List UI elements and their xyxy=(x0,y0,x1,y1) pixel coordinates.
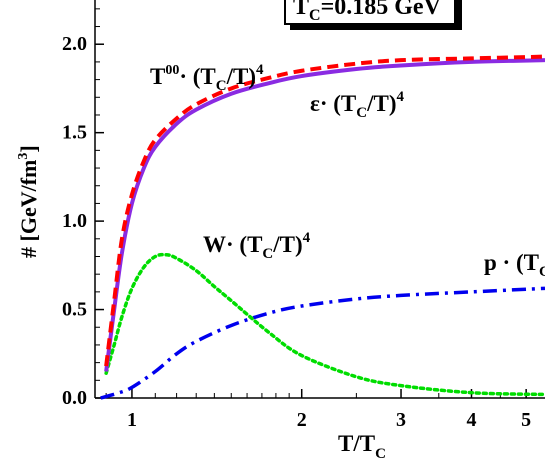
y-tick-label: 0.5 xyxy=(62,299,87,321)
series-line-t00 xyxy=(104,54,545,367)
t00-annotation: T00· (TC/T)4 xyxy=(150,62,264,94)
x-axis-title: T/TC xyxy=(338,431,386,462)
tc-box-label: TC=0.185 GeV xyxy=(293,0,442,24)
y-tick-label: 1.0 xyxy=(62,210,87,232)
x-tick-label: 4 xyxy=(466,409,476,431)
x-tick-label: 3 xyxy=(396,409,406,431)
y-tick-label: 0.0 xyxy=(62,387,87,409)
x-tick-label: 2 xyxy=(297,409,307,431)
y-axis-title: # [GeV/fm3] xyxy=(16,145,41,258)
tc-box: TC=0.185 GeV xyxy=(284,0,462,30)
x-ticks: 1 2 3 4 5 xyxy=(105,389,531,431)
series-layer xyxy=(100,54,545,400)
x-tick-label: 5 xyxy=(521,409,531,431)
x-tick-label: 1 xyxy=(127,409,137,431)
y-ticks: 0.0 0.5 1.0 1.5 2.0 xyxy=(62,8,104,409)
p-annotation: p · (TC xyxy=(484,250,545,280)
y-tick-label: 2.0 xyxy=(62,33,87,55)
series-line-w xyxy=(104,252,545,397)
series-line-eps xyxy=(104,58,545,372)
series-line-p xyxy=(100,286,545,400)
eps-annotation: ε· (TC/T)4 xyxy=(310,89,404,121)
y-tick-label: 1.5 xyxy=(62,122,87,144)
tc-box-frame xyxy=(284,0,456,25)
w-annotation: W· (TC/T)4 xyxy=(203,230,311,262)
